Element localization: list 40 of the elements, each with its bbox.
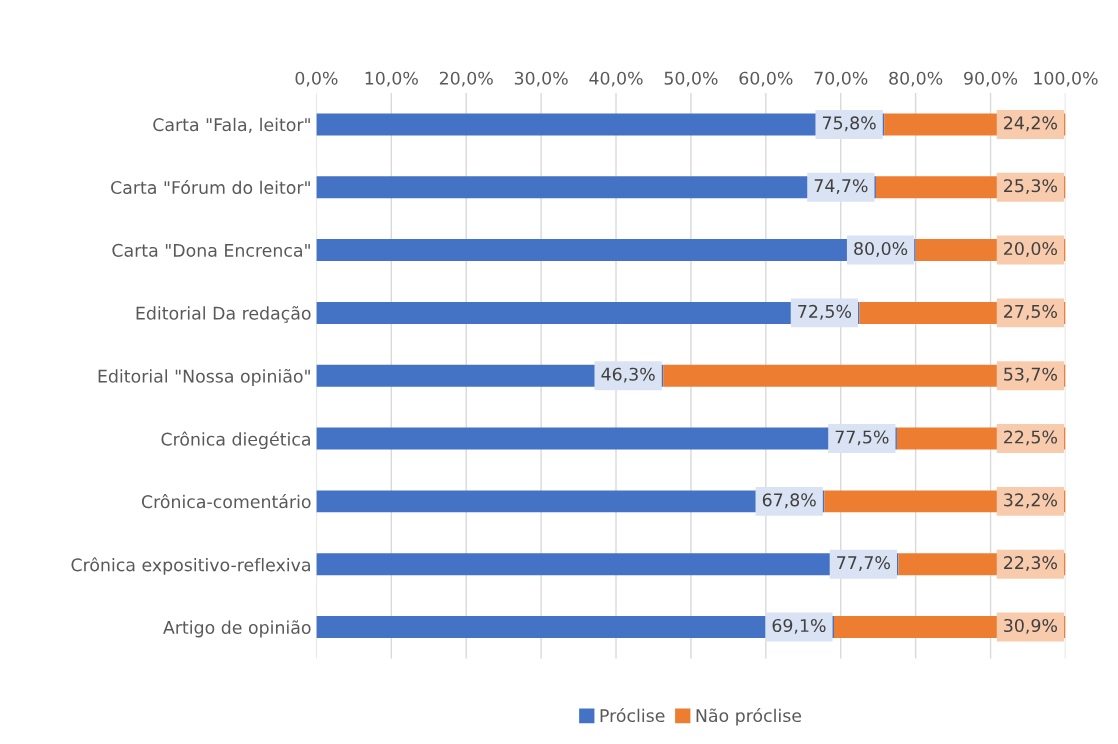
data-label: 75,8% xyxy=(822,116,876,132)
y-tick-label: Crônica-comentário xyxy=(141,494,311,509)
data-label: 20,0% xyxy=(1004,241,1058,257)
x-tick-label: 90,0% xyxy=(964,71,1018,87)
data-label: 77,5% xyxy=(835,430,889,446)
data-label: 25,3% xyxy=(1004,179,1058,195)
data-label: 27,5% xyxy=(1004,304,1058,320)
data-label: 46,3% xyxy=(601,367,655,383)
data-label: 22,3% xyxy=(1004,556,1058,572)
y-tick-label: Crônica diegética xyxy=(161,431,310,450)
y-tick-label: Carta "Fala, leitor" xyxy=(153,117,310,134)
data-label: 67,8% xyxy=(762,493,816,509)
data-label: 72,5% xyxy=(798,304,852,320)
data-label: 77,7% xyxy=(837,556,890,572)
y-tick-label: Artigo de opinião xyxy=(163,620,311,638)
x-tick-label: 20,0% xyxy=(439,71,493,87)
x-tick-label: 50,0% xyxy=(664,71,718,87)
data-label: 22,5% xyxy=(1004,430,1058,446)
x-tick-label: 30,0% xyxy=(514,71,568,87)
data-label: 30,9% xyxy=(1004,618,1058,634)
y-tick-label: Editorial "Nossa opinião" xyxy=(98,368,310,387)
y-tick-label: Crônica expositivo-reflexiva xyxy=(71,557,310,575)
x-tick-label: 60,0% xyxy=(739,71,793,87)
x-tick-label: 40,0% xyxy=(589,71,643,87)
y-tick-label: Carta "Fórum do leitor" xyxy=(111,179,310,195)
y-tick-label: Editorial Da redação xyxy=(136,306,311,323)
data-label: 80,0% xyxy=(854,241,908,257)
x-tick-label: 70,0% xyxy=(814,71,868,87)
legend-label: Próclise xyxy=(600,707,665,723)
data-label: 32,2% xyxy=(1004,493,1058,509)
y-tick-label: Carta "Dona Encrenca" xyxy=(112,243,310,257)
data-label: 53,7% xyxy=(1004,367,1058,383)
data-label: 69,1% xyxy=(772,618,826,634)
x-tick-label: 80,0% xyxy=(889,71,943,87)
data-label: 24,2% xyxy=(1004,116,1058,132)
x-tick-label: 100,0% xyxy=(1034,71,1098,87)
x-tick-label: 10,0% xyxy=(365,71,418,87)
legend-label: Não próclise xyxy=(696,707,802,726)
x-tick-label: 0,0% xyxy=(295,71,338,87)
data-label: 74,7% xyxy=(814,179,868,195)
